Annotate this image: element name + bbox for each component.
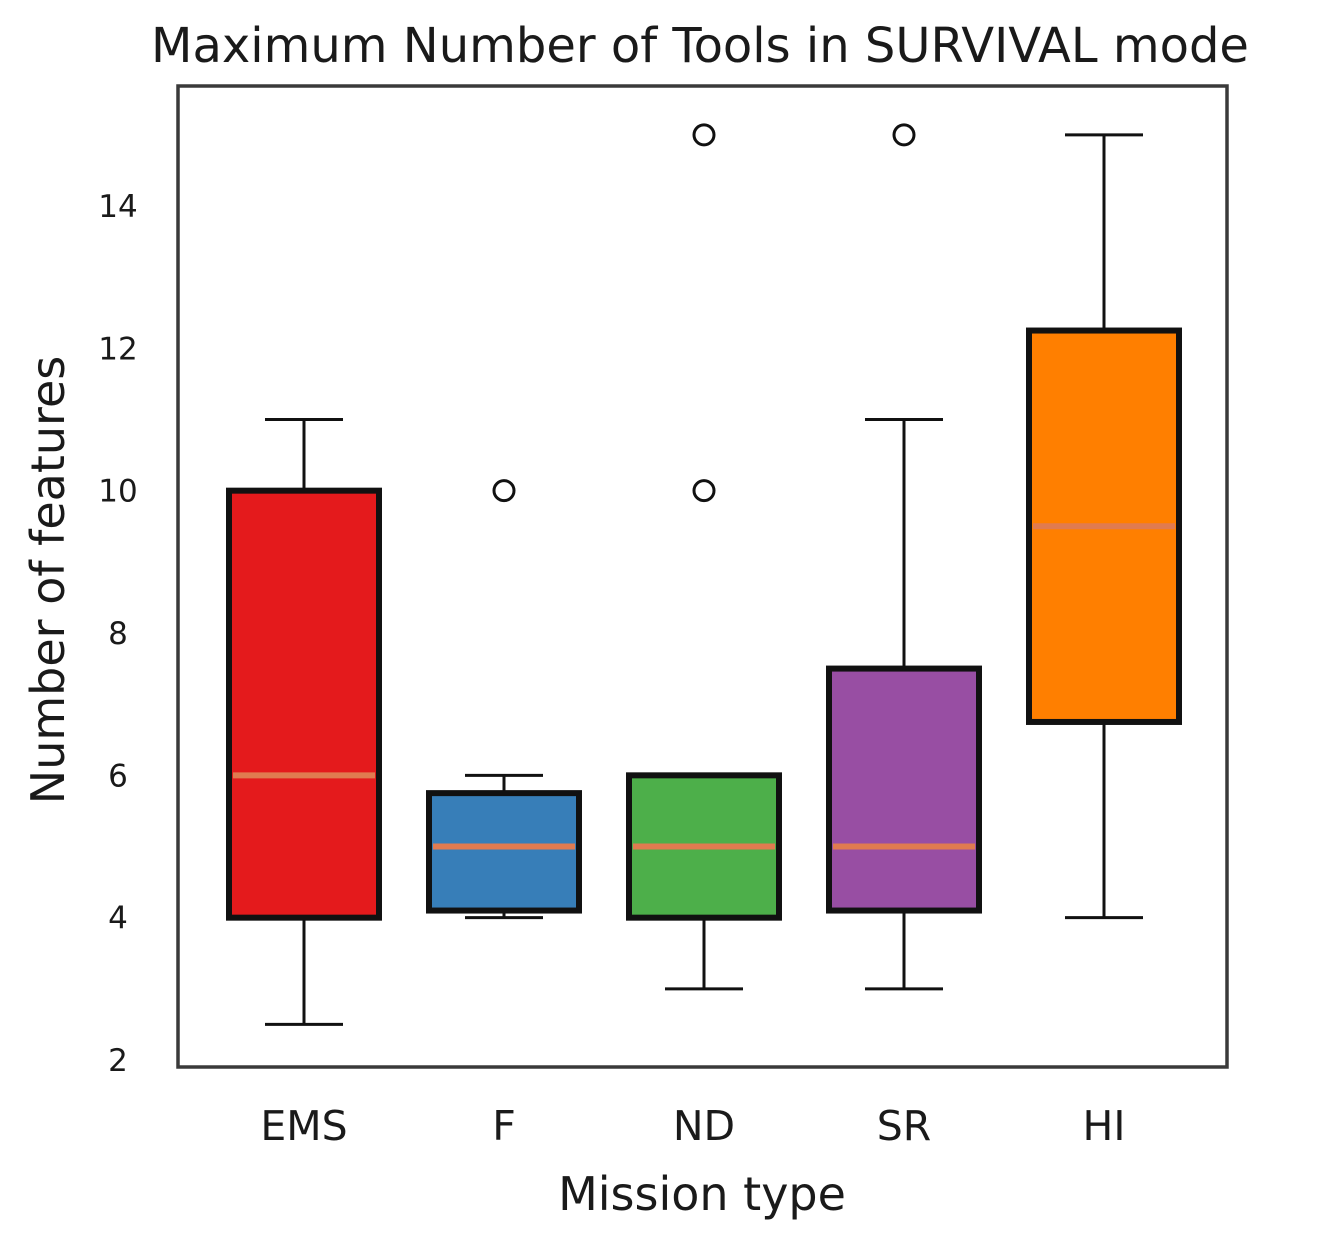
y-tick-label: 6 [108, 758, 128, 794]
box-group-sr [826, 123, 982, 991]
x-tick-label: F [492, 1102, 516, 1150]
box-ems [226, 487, 382, 921]
y-tick-label: 8 [108, 616, 128, 652]
y-tick-label: 2 [108, 1043, 128, 1079]
box-group-nd [626, 123, 782, 991]
y-tick-label: 4 [108, 901, 128, 937]
x-axis-ticks: EMS F ND SR HI [260, 1102, 1125, 1150]
boxes-layer [226, 123, 1182, 1026]
x-tick-label: ND [673, 1102, 735, 1150]
y-tick-label: 12 [98, 331, 137, 367]
outlier-point [492, 479, 516, 503]
box-group-hi [1026, 133, 1182, 920]
box-sr [826, 665, 982, 914]
y-axis-ticks: 2 4 6 8 10 12 14 [98, 189, 137, 1079]
y-axis-label: Number of features [21, 356, 75, 804]
x-tick-label: HI [1083, 1102, 1126, 1150]
y-tick-label: 14 [98, 189, 137, 225]
outlier-point [692, 123, 716, 147]
x-axis-label: Mission type [558, 1167, 846, 1221]
box-group-f [426, 479, 582, 920]
chart-title: Maximum Number of Tools in SURVIVAL mode [151, 18, 1249, 74]
outlier-point [892, 123, 916, 147]
x-tick-label: EMS [260, 1102, 347, 1150]
outlier-point [692, 479, 716, 503]
plot-area-frame [176, 84, 1229, 1069]
x-tick-label: SR [877, 1102, 932, 1150]
box-f [426, 790, 582, 914]
y-tick-label: 10 [98, 474, 137, 510]
box-group-ems [226, 418, 382, 1026]
